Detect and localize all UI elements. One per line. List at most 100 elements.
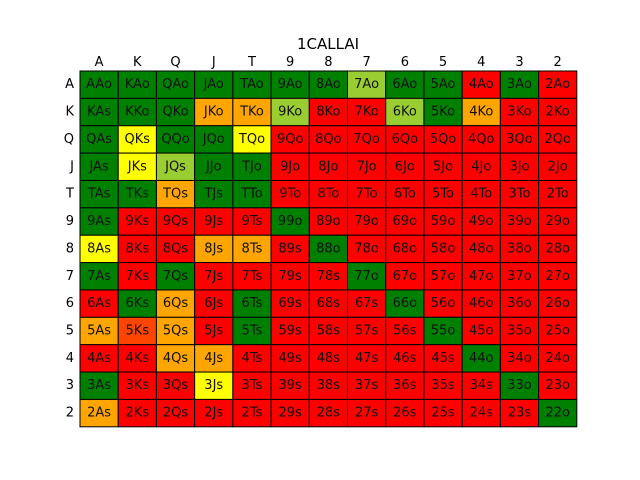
cell-label: 3Ko — [507, 105, 531, 120]
heatmap-cell — [155, 125, 196, 154]
heatmap-cell — [270, 152, 310, 181]
x-tick-label: K — [133, 55, 142, 70]
y-tick-label: Q — [64, 132, 74, 147]
heatmap-cell — [538, 207, 578, 236]
heatmap-cell — [117, 344, 157, 373]
cell-label: 46s — [393, 351, 417, 366]
cell-label: 55o — [431, 324, 456, 339]
cell-label: 8As — [87, 241, 111, 256]
heatmap-cell — [194, 371, 234, 400]
cell-label: 7Jo — [357, 159, 377, 174]
cell-label: 7Ts — [242, 269, 263, 284]
cell-label: 48o — [469, 241, 494, 256]
heatmap-cell — [347, 152, 387, 181]
heatmap-cell — [194, 97, 234, 127]
cell-label: JAo — [203, 77, 224, 92]
cell-label: 3As — [87, 378, 111, 393]
heatmap-cell — [117, 179, 157, 209]
heatmap-cell — [79, 97, 119, 127]
cell-label: 2Qo — [544, 132, 571, 147]
heatmap-cell — [538, 371, 578, 400]
heatmap-cell — [232, 262, 272, 291]
cell-label: 49s — [279, 351, 303, 366]
heatmap-cell — [423, 97, 463, 127]
heatmap-cell — [155, 234, 196, 264]
heatmap-cell — [194, 344, 234, 373]
x-tick-label: 6 — [401, 55, 409, 70]
cell-label: 88o — [316, 241, 341, 256]
cell-label: QAo — [162, 77, 189, 92]
cell-label: 79s — [279, 269, 303, 284]
cell-label: 8Jo — [318, 159, 338, 174]
cell-label: 5Ts — [242, 324, 263, 339]
heatmap-cell — [194, 398, 234, 428]
heatmap-cell — [232, 398, 272, 428]
heatmap-cell — [538, 398, 578, 428]
heatmap-cell — [538, 234, 578, 264]
cell-label: 5Jo — [433, 159, 453, 174]
heatmap-cell — [347, 97, 387, 127]
cell-label: 49o — [469, 214, 494, 229]
cell-label: 4Js — [204, 351, 223, 366]
heatmap-cell — [461, 289, 501, 318]
cell-label: 2As — [87, 406, 111, 421]
cell-label: 34s — [470, 378, 494, 393]
heatmap-cell — [155, 179, 196, 209]
cell-label: 56o — [431, 296, 456, 311]
heatmap-cell — [538, 344, 578, 373]
cell-label: 2Ts — [242, 406, 263, 421]
heatmap-cell — [385, 179, 425, 209]
y-tick-label: K — [65, 105, 74, 120]
cell-label: KKo — [125, 105, 149, 120]
cell-label: 2Ks — [126, 406, 150, 421]
cell-label: 26o — [545, 296, 570, 311]
cell-label: 25s — [431, 406, 455, 421]
cell-label: 23s — [508, 406, 532, 421]
cell-label: 2Js — [204, 406, 223, 421]
cell-label: 4Qs — [163, 351, 189, 366]
heatmap-cell — [194, 262, 234, 291]
heatmap-cell — [385, 152, 425, 181]
cell-label: 8Qs — [163, 241, 189, 256]
x-tick-label: 8 — [324, 55, 332, 70]
cell-label: 4Ao — [469, 77, 494, 92]
cell-label: 25o — [545, 324, 570, 339]
heatmap-cell — [194, 179, 234, 209]
cell-label: 36o — [507, 296, 532, 311]
heatmap-cell — [499, 152, 540, 181]
heatmap-cell — [423, 152, 463, 181]
cell-label: TTo — [240, 187, 262, 202]
cell-label: 3Ks — [126, 378, 150, 393]
cell-label: 29s — [279, 406, 303, 421]
heatmap-cell — [155, 207, 196, 236]
cell-label: 9Qs — [163, 214, 189, 229]
heatmap-cell — [270, 289, 310, 318]
cell-label: 9Jo — [280, 159, 300, 174]
cell-label: 5Qo — [430, 132, 457, 147]
cell-label: AAo — [86, 77, 112, 92]
y-tick-label: T — [65, 187, 74, 202]
cell-label: 38o — [507, 241, 532, 256]
cell-label: 69s — [279, 296, 303, 311]
heatmap-cell — [347, 70, 387, 99]
cell-label: 7Ko — [355, 105, 379, 120]
cell-label: 37s — [355, 378, 379, 393]
cell-label: 58s — [317, 324, 341, 339]
cell-label: 4Ko — [469, 105, 493, 120]
cell-label: 7To — [356, 187, 378, 202]
heatmap-cell — [308, 152, 349, 181]
cell-label: 3Qo — [506, 132, 533, 147]
heatmap-cell — [308, 179, 349, 209]
cell-label: 45s — [431, 351, 455, 366]
cell-label: 6Ts — [242, 296, 263, 311]
cell-label: 4Ts — [242, 351, 263, 366]
cell-label: 4Ks — [126, 351, 150, 366]
cell-label: 3To — [508, 187, 530, 202]
heatmap-cell — [79, 234, 119, 264]
cell-label: 9Ao — [278, 77, 303, 92]
cell-label: 99o — [278, 214, 303, 229]
cell-label: 36s — [393, 378, 417, 393]
cell-label: 9Ks — [126, 214, 150, 229]
heatmap-cell — [270, 262, 310, 291]
cell-label: 47o — [469, 269, 494, 284]
